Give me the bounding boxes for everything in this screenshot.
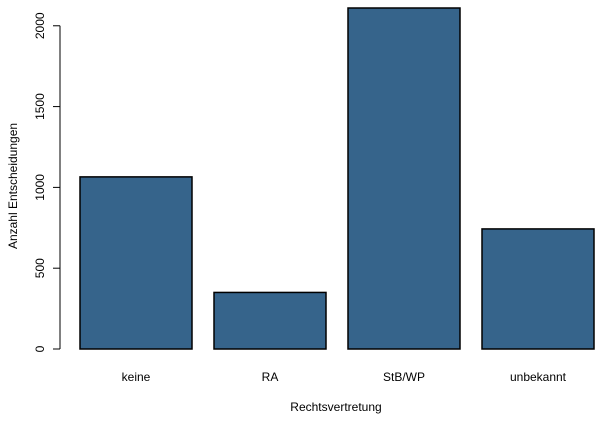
y-tick-label: 1000 bbox=[33, 174, 47, 201]
bar-stb-wp bbox=[347, 7, 461, 350]
y-tick-label: 1500 bbox=[33, 93, 47, 120]
y-tick-label: 500 bbox=[33, 258, 47, 278]
y-axis: 0 500 1000 1500 2000 bbox=[33, 12, 61, 352]
y-tick-label: 2000 bbox=[33, 12, 47, 39]
x-axis-title: Rechtsvertretung bbox=[290, 400, 381, 414]
x-tick-label: unbekannt bbox=[510, 370, 567, 384]
bar-keine bbox=[79, 176, 193, 350]
y-tick-label: 0 bbox=[33, 345, 47, 352]
y-axis-title: Anzahl Entscheidungen bbox=[6, 123, 20, 249]
x-axis-labels: keine RA StB/WP unbekannt bbox=[122, 370, 567, 384]
x-tick-label: keine bbox=[122, 370, 151, 384]
bars-layer bbox=[79, 7, 595, 350]
bar-unbekannt bbox=[481, 228, 595, 350]
x-tick-label: RA bbox=[262, 370, 279, 384]
bar-ra bbox=[213, 291, 327, 350]
x-tick-label: StB/WP bbox=[383, 370, 425, 384]
